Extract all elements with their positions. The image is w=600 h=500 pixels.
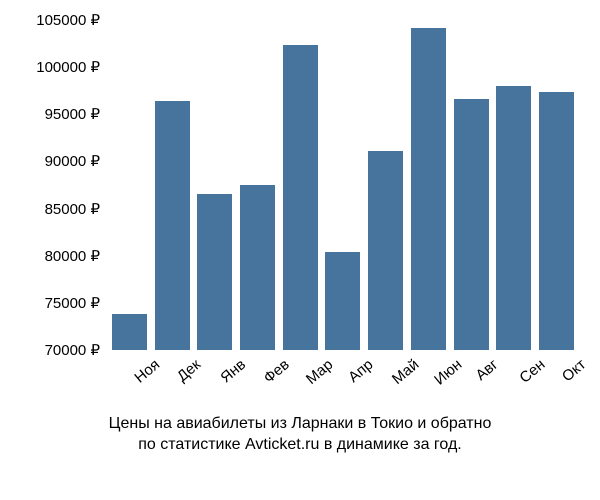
- x-axis: НояДекЯнвФевМарАпрМайИюнАвгСенОкт: [108, 352, 578, 402]
- x-tick-label: Окт: [559, 356, 589, 385]
- bar: [454, 99, 489, 350]
- y-tick-label: 100000 ₽: [36, 58, 100, 76]
- bar: [155, 101, 190, 350]
- y-tick-label: 105000 ₽: [36, 11, 100, 29]
- y-tick-label: 90000 ₽: [45, 152, 100, 170]
- x-tick-label: Апр: [345, 356, 376, 386]
- bar: [539, 92, 574, 350]
- x-tick-label: Сен: [516, 356, 548, 387]
- y-tick-label: 95000 ₽: [45, 105, 100, 123]
- bar: [325, 252, 360, 350]
- x-tick-label: Янв: [217, 356, 249, 386]
- y-tick-label: 75000 ₽: [45, 294, 100, 312]
- bar: [283, 45, 318, 350]
- y-tick-label: 70000 ₽: [45, 341, 100, 359]
- bars-group: [108, 20, 578, 350]
- bar: [240, 185, 275, 350]
- x-tick-label: Май: [389, 356, 422, 388]
- caption-line-1: Цены на авиабилеты из Ларнаки в Токио и …: [109, 415, 492, 432]
- price-bar-chart: 70000 ₽ 75000 ₽ 80000 ₽ 85000 ₽ 90000 ₽ 95000…: [0, 10, 600, 390]
- bar: [368, 151, 403, 350]
- bar: [496, 86, 531, 350]
- x-tick-label: Авг: [473, 356, 502, 384]
- y-tick-label: 85000 ₽: [45, 200, 100, 218]
- x-tick-label: Фев: [260, 356, 292, 387]
- plot-area: [108, 20, 578, 350]
- caption-line-2: по статистике Avticket.ru в динамике за …: [138, 436, 462, 453]
- x-tick-label: Мар: [303, 356, 336, 388]
- bar: [197, 194, 232, 350]
- bar: [411, 28, 446, 350]
- chart-caption: Цены на авиабилеты из Ларнаки в Токио и …: [0, 413, 600, 456]
- x-tick-label: Дек: [174, 356, 204, 385]
- x-tick-label: Ноя: [132, 356, 164, 387]
- bar: [112, 314, 147, 350]
- x-tick-label: Июн: [432, 356, 466, 389]
- y-axis: 70000 ₽75000 ₽80000 ₽85000 ₽90000 ₽95000…: [0, 20, 108, 350]
- y-tick-label: 80000 ₽: [45, 247, 100, 265]
